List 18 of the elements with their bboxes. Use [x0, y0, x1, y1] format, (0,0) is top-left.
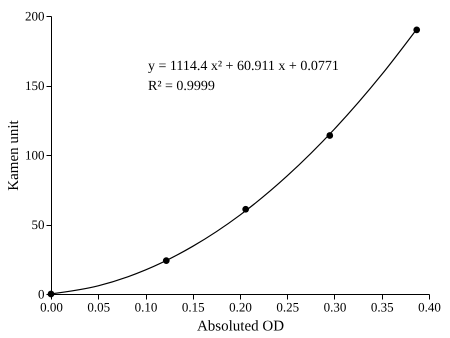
x-tick-label: 0.25 [276, 300, 300, 314]
annotation: y = 1114.4 x² + 60.911 x + 0.0771 [148, 59, 339, 74]
y-tick-label: 50 [32, 217, 44, 232]
x-axis-title: Absoluted OD [196, 318, 284, 334]
y-axis-title: Kamen unit [6, 119, 22, 191]
x-tick-label: 0.20 [229, 300, 252, 314]
y-tick-label: 200 [25, 8, 44, 24]
x-tick-label: 0.05 [87, 300, 110, 314]
y-tick-label: 100 [25, 148, 44, 162]
x-tick-label: 0.35 [370, 300, 394, 314]
y-tick-label: 0 [38, 286, 44, 302]
x-tick-label: 0.15 [182, 300, 205, 314]
x-tick-label: 0.00 [40, 300, 63, 314]
x-tick-label: 0.30 [324, 300, 346, 314]
y-tick-label: 150 [25, 78, 44, 93]
x-tick-label: 0.40 [418, 300, 441, 314]
x-tick-label: 0.10 [134, 300, 158, 314]
annotation: R² = 0.9999 [148, 79, 215, 94]
